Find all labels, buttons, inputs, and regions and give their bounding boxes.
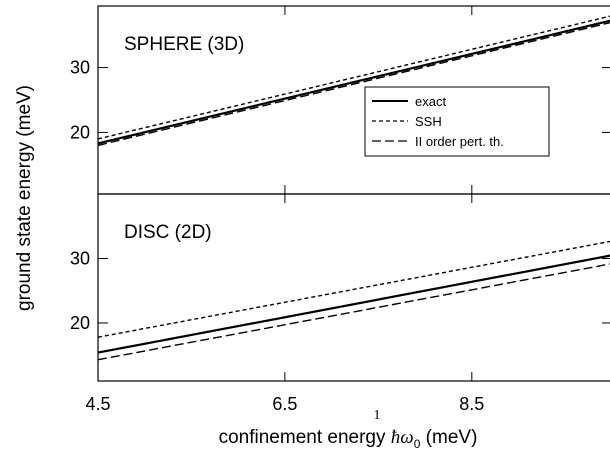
series-line-1-0 bbox=[97, 254, 610, 354]
legend: exact SSH II order pert. th. bbox=[364, 86, 550, 157]
panel-label-bottom: DISC (2D) bbox=[124, 222, 212, 243]
legend-label-ssh: SSH bbox=[415, 114, 442, 129]
stray-mark: 1 bbox=[374, 408, 381, 423]
x-axis-label-prefix: confinement energy bbox=[219, 427, 391, 448]
y-tick-label-1-1: 30 bbox=[70, 248, 90, 268]
y-tick-label-1-0: 20 bbox=[70, 313, 90, 333]
series-line-0-0 bbox=[97, 19, 610, 145]
series-line-1-2 bbox=[97, 263, 610, 361]
series-lines bbox=[97, 15, 610, 361]
legend-label-pert: II order pert. th. bbox=[415, 134, 504, 149]
x-tick-label-2: 8.5 bbox=[459, 394, 484, 414]
x-axis-label-symbol: ħω bbox=[391, 427, 414, 448]
y-tick-label-0-1: 30 bbox=[70, 58, 90, 78]
y-axis-label: ground state energy (meV) bbox=[14, 85, 35, 311]
x-axis-label: confinement energy ħω0 (meV) bbox=[219, 427, 478, 451]
series-line-1-1 bbox=[97, 240, 610, 338]
x-tick-label-1: 6.5 bbox=[272, 394, 297, 414]
panel-label-top: SPHERE (3D) bbox=[124, 34, 244, 55]
panel-frame-1 bbox=[97, 193, 610, 382]
legend-label-exact: exact bbox=[415, 94, 446, 109]
x-axis-label-suffix: (meV) bbox=[420, 427, 477, 448]
plot-frames bbox=[97, 5, 610, 382]
x-axis-label-subscript: 0 bbox=[414, 437, 421, 451]
series-line-0-2 bbox=[97, 21, 610, 147]
axis-ticks: 20 30 20 30 4.5 6.5 8.5 bbox=[70, 6, 610, 414]
x-tick-label-0: 4.5 bbox=[85, 394, 110, 414]
y-tick-label-0-0: 20 bbox=[70, 122, 90, 142]
